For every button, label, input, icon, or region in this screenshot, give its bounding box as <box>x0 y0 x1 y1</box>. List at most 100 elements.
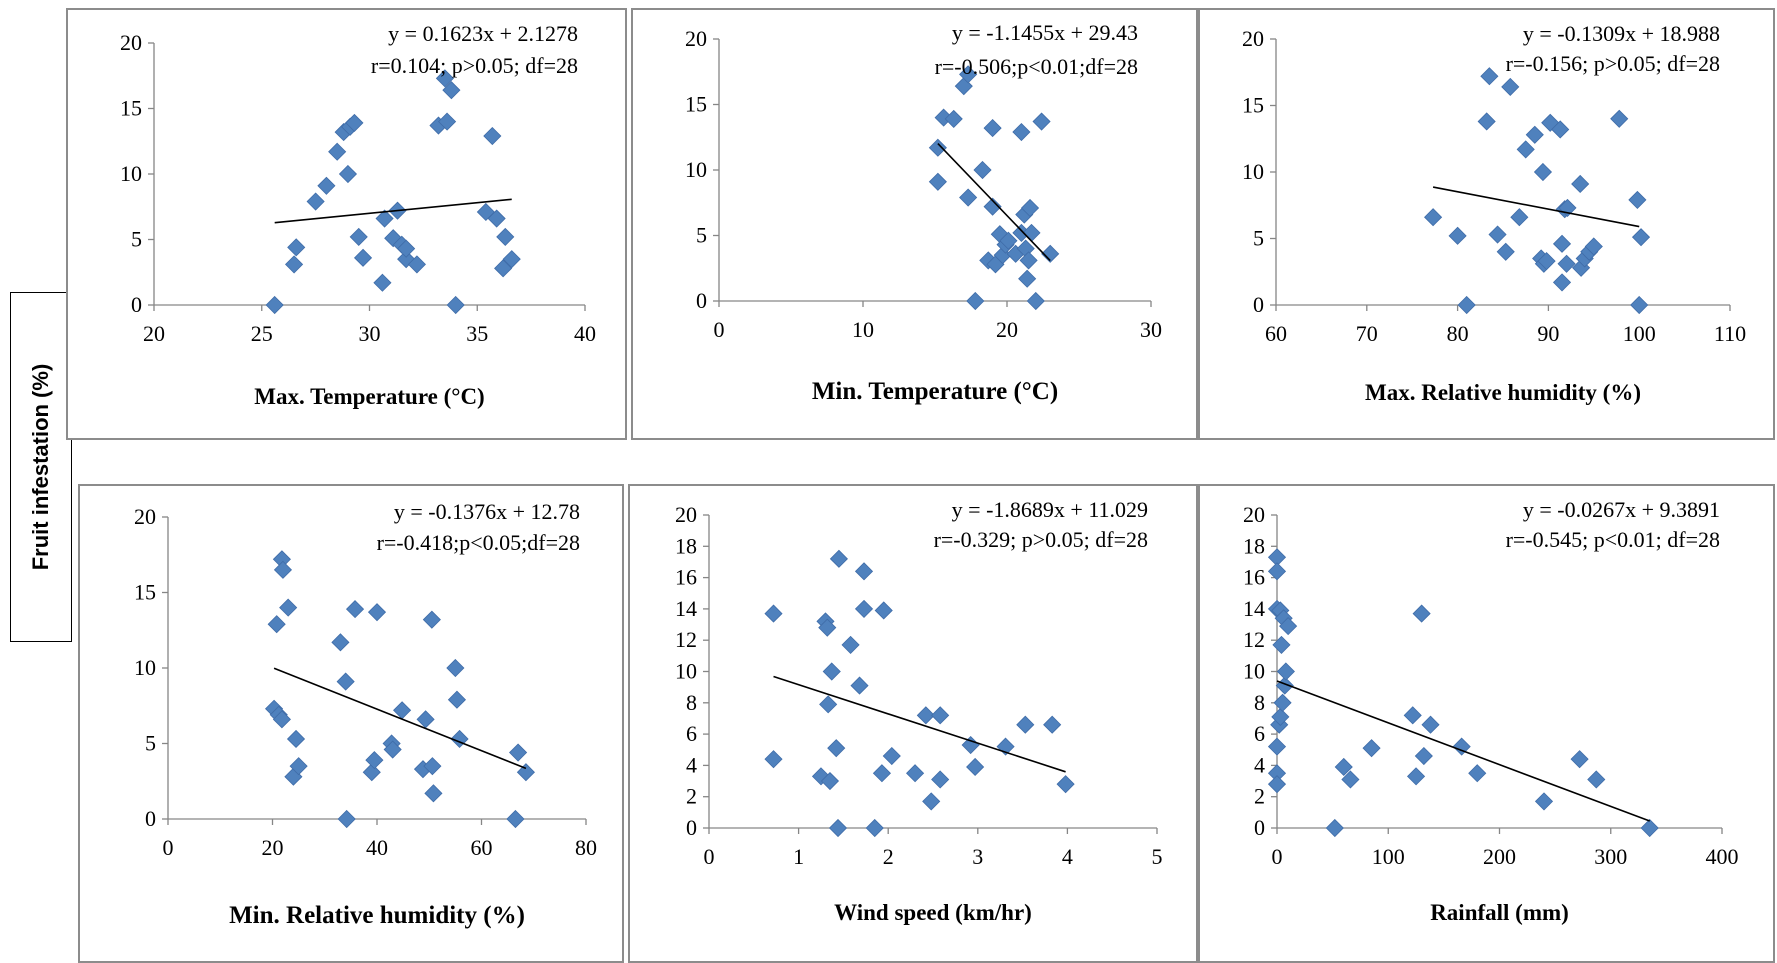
x-axis-label: Wind speed (km/hr) <box>834 900 1032 925</box>
data-point <box>446 658 465 678</box>
data-point <box>1551 120 1570 139</box>
data-point <box>1267 737 1287 756</box>
regression-equation: y = -0.1376x + 12.78 <box>394 499 580 524</box>
data-point <box>353 248 373 267</box>
data-point <box>289 757 308 776</box>
data-point <box>959 188 978 207</box>
x-tick-label: 20 <box>143 321 165 346</box>
data-point <box>338 164 358 184</box>
x-tick-label: 90 <box>1537 321 1559 346</box>
data-point <box>916 706 935 725</box>
regression-equation: y = -0.0267x + 9.3891 <box>1523 497 1720 522</box>
data-point <box>854 562 874 581</box>
data-point <box>944 109 963 128</box>
data-point <box>828 818 848 838</box>
data-point <box>1012 122 1031 142</box>
data-point <box>1584 237 1603 256</box>
data-point <box>931 770 950 789</box>
y-tick-label: 10 <box>120 161 142 186</box>
x-tick-label: 10 <box>852 317 874 342</box>
data-point <box>345 113 364 132</box>
data-point <box>328 142 347 161</box>
x-tick-label: 60 <box>471 835 493 860</box>
y-tick-label: 10 <box>675 659 697 684</box>
data-point <box>287 238 306 257</box>
regression-stats: r=-0.156; p>0.05; df=28 <box>1506 51 1720 76</box>
data-point <box>1630 295 1649 315</box>
y-tick-label: 18 <box>1243 533 1265 558</box>
regression-equation: y = -0.1309x + 18.988 <box>1523 21 1720 46</box>
data-point <box>397 239 416 258</box>
x-tick-label: 200 <box>1483 844 1516 869</box>
data-point <box>336 672 355 691</box>
y-tick-label: 5 <box>145 731 156 756</box>
x-axis-label: Max. Temperature (°C) <box>254 384 484 409</box>
y-tick-label: 12 <box>1243 627 1265 652</box>
scatter-plot-svg: 0 5 10 15 20 0 10 20 30 y = -1.1455x + 29.43 r=-0.… <box>685 20 1162 405</box>
y-tick-label: 8 <box>1254 690 1265 715</box>
data-point <box>928 138 947 157</box>
chart-min-temperature: 0 5 10 15 20 0 10 20 30 y = -1.1455x + 29.43 r=-0.… <box>631 8 1198 440</box>
data-point <box>928 172 947 191</box>
data-point <box>1275 676 1294 695</box>
regression-stats: r=-0.418;p<0.05;df=28 <box>377 530 580 555</box>
y-tick-label: 18 <box>675 533 697 558</box>
data-point <box>1325 818 1344 838</box>
y-tick-label: 20 <box>1243 502 1265 527</box>
x-tick-label: 35 <box>466 321 488 346</box>
x-tick-label: 20 <box>262 835 284 860</box>
data-point <box>854 599 874 618</box>
data-point <box>764 750 783 769</box>
data-point <box>1552 234 1572 253</box>
y-tick-label: 20 <box>675 502 697 527</box>
data-point <box>1421 715 1440 734</box>
regression-stats: r=-0.506;p<0.01;df=28 <box>935 54 1138 79</box>
data-point <box>383 740 402 759</box>
data-point <box>922 792 941 811</box>
x-tick-label: 20 <box>996 317 1018 342</box>
data-point <box>1341 770 1360 789</box>
trendline <box>273 667 527 770</box>
x-tick-label: 0 <box>163 835 174 860</box>
data-point <box>1533 162 1553 182</box>
x-tick-label: 0 <box>714 317 725 342</box>
y-axis-title-box: Fruit infestation (%) <box>10 292 72 642</box>
x-axis-label: Max. Relative humidity (%) <box>1365 380 1641 405</box>
data-point <box>446 295 465 315</box>
y-tick-label: 6 <box>686 721 697 746</box>
data-point <box>1537 252 1556 271</box>
y-tick-label: 10 <box>1243 659 1265 684</box>
data-point <box>1557 254 1576 273</box>
data-point <box>1496 242 1515 261</box>
regression-equation: y = -1.1455x + 29.43 <box>952 20 1138 45</box>
y-tick-label: 20 <box>120 30 142 55</box>
x-axis-label: Min. Relative humidity (%) <box>229 902 525 929</box>
data-point <box>362 763 381 782</box>
data-point <box>285 255 304 274</box>
data-point <box>1041 244 1060 263</box>
chart-wind-speed: 0 2 4 6 8 10 12 14 16 18 20 0 1 2 3 4 5 y = -1.8689x + 11… <box>628 484 1198 963</box>
data-point <box>1571 174 1590 194</box>
x-tick-label: 80 <box>1447 321 1469 346</box>
data-point <box>1480 67 1499 86</box>
y-tick-label: 10 <box>1242 159 1264 184</box>
data-point <box>966 291 985 311</box>
data-point <box>1272 635 1291 654</box>
data-point <box>872 764 891 783</box>
y-tick-label: 15 <box>685 92 707 117</box>
x-tick-label: 0 <box>1272 844 1283 869</box>
data-point <box>1631 228 1651 247</box>
data-point <box>822 662 841 681</box>
y-tick-label: 4 <box>686 752 697 777</box>
regression-equation: y = 0.1623x + 2.1278 <box>388 21 578 46</box>
x-tick-label: 70 <box>1356 321 1378 346</box>
data-point <box>365 751 384 770</box>
data-point <box>906 764 925 783</box>
y-tick-label: 0 <box>686 815 697 840</box>
data-point <box>1018 269 1037 288</box>
data-point <box>272 710 291 729</box>
data-point <box>973 160 992 180</box>
data-point <box>502 250 521 269</box>
y-tick-label: 6 <box>1254 721 1265 746</box>
